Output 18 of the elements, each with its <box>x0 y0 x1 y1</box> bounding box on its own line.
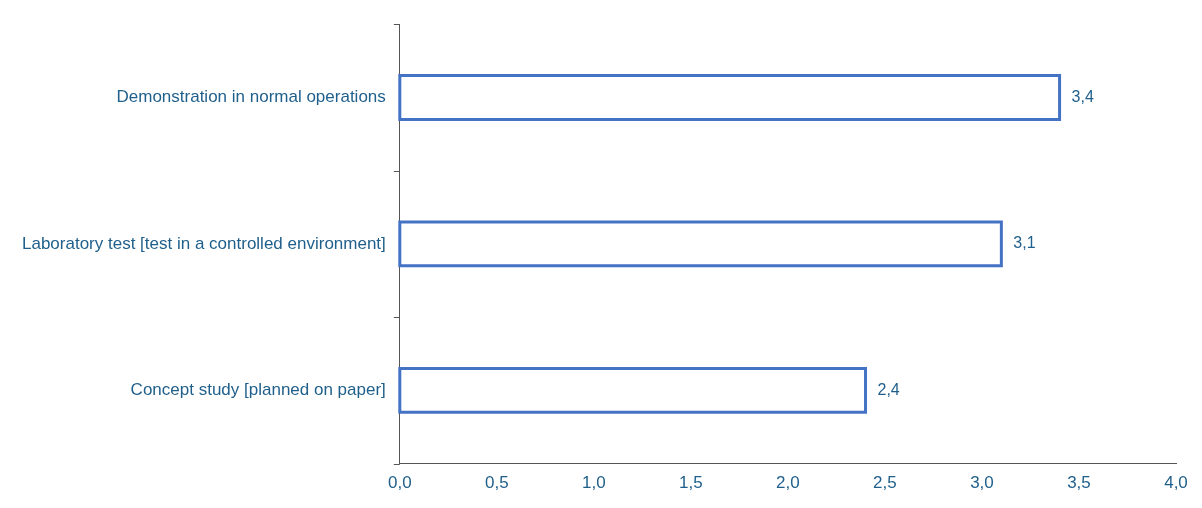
x-tick-label: 1,0 <box>582 473 606 493</box>
x-tick-label: 3,5 <box>1067 473 1091 493</box>
y-tick-label: Laboratory test [test in a controlled environment] <box>21 233 386 253</box>
x-tick-label: 1,5 <box>679 473 703 493</box>
data-label: 3,1 <box>1013 234 1036 252</box>
x-tick-label: 3,0 <box>970 473 994 493</box>
y-tick-label: Demonstration in normal operations <box>116 87 386 107</box>
data-label: 2,4 <box>877 380 900 398</box>
x-tick-label: 0,5 <box>485 473 509 493</box>
x-tick-label: 0,0 <box>387 473 412 493</box>
bar <box>398 220 1003 268</box>
y-tick-label: Concept study [planned on paper] <box>130 380 386 400</box>
bar <box>398 73 1062 121</box>
data-label: 3,4 <box>1071 87 1094 105</box>
x-tick-label: 2,5 <box>873 473 897 493</box>
x-tick-label: 2,0 <box>776 473 800 493</box>
x-tick-label: 4,0 <box>1164 473 1188 493</box>
bar <box>398 366 868 414</box>
